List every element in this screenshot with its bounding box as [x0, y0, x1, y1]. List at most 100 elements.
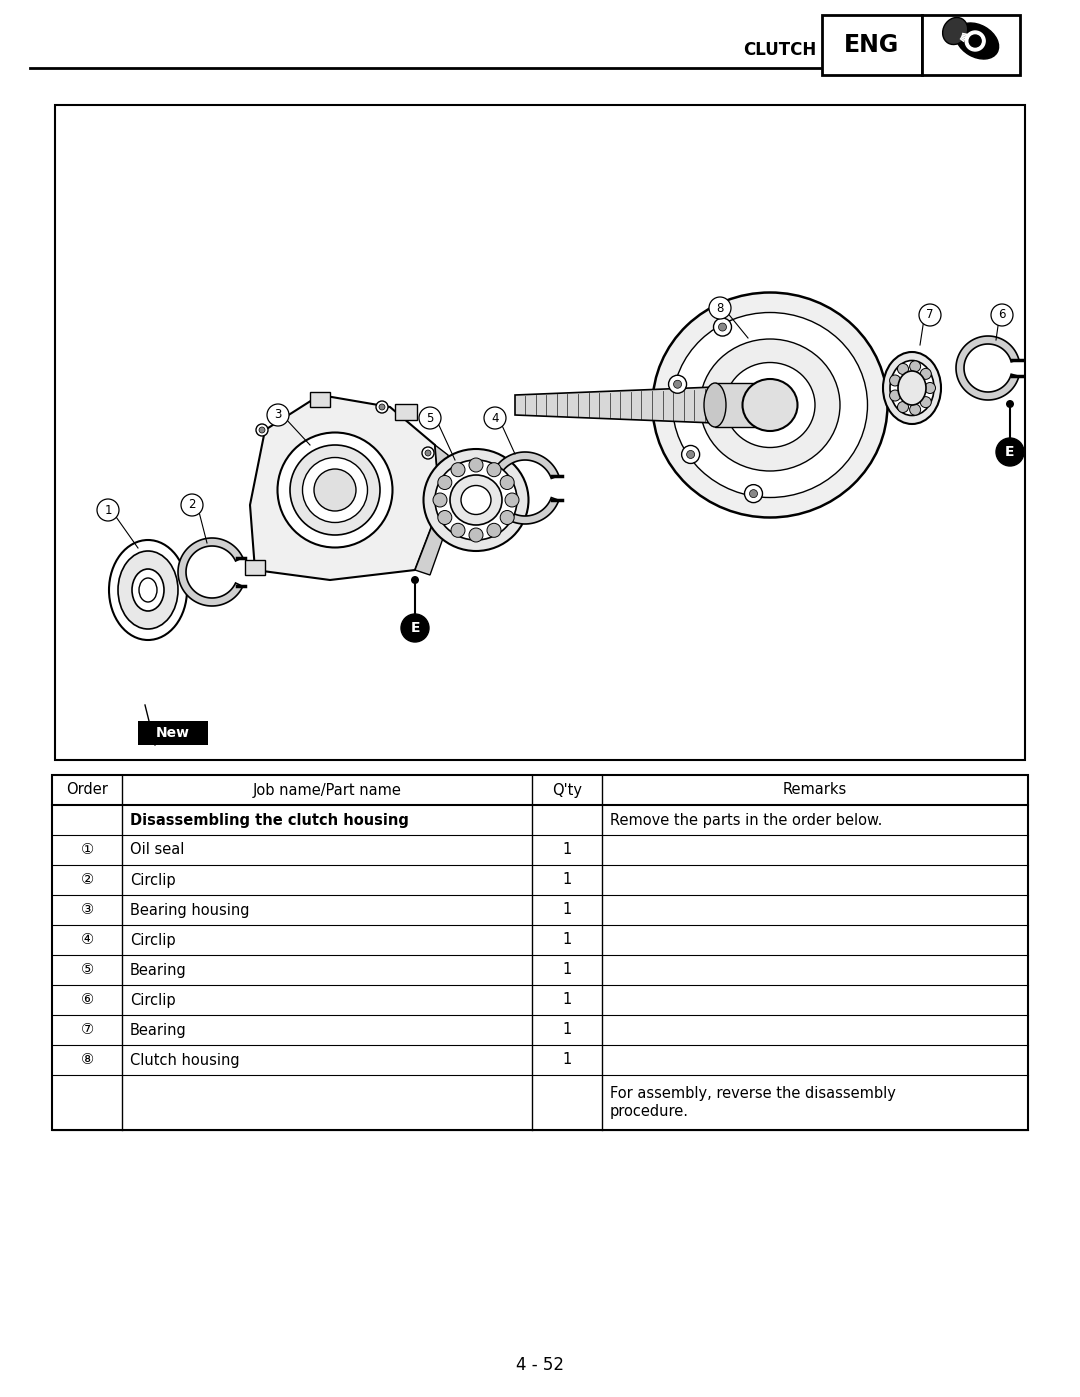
Text: 4 - 52: 4 - 52 [516, 1356, 564, 1375]
Circle shape [1005, 400, 1014, 408]
Text: procedure.: procedure. [610, 1105, 689, 1119]
Text: Clutch housing: Clutch housing [130, 1052, 240, 1067]
Text: 1: 1 [563, 992, 571, 1007]
Circle shape [484, 407, 507, 429]
Text: 1: 1 [563, 873, 571, 887]
Ellipse shape [700, 339, 840, 471]
Text: ⑦: ⑦ [80, 1023, 94, 1038]
Ellipse shape [956, 22, 999, 59]
Ellipse shape [673, 313, 867, 497]
Circle shape [718, 323, 727, 331]
Circle shape [919, 305, 941, 326]
Text: 1: 1 [563, 1023, 571, 1038]
Text: Q'ty: Q'ty [552, 782, 582, 798]
Text: 1: 1 [563, 1052, 571, 1067]
Ellipse shape [890, 360, 934, 415]
Text: 7: 7 [927, 309, 934, 321]
Circle shape [259, 427, 265, 433]
Ellipse shape [291, 446, 380, 535]
Circle shape [669, 376, 687, 393]
Circle shape [991, 305, 1013, 326]
Text: Circlip: Circlip [130, 933, 176, 947]
Ellipse shape [943, 18, 968, 45]
Text: 3: 3 [274, 408, 282, 422]
Circle shape [909, 404, 920, 415]
Text: 1: 1 [563, 963, 571, 978]
Text: ⑥: ⑥ [80, 992, 94, 1007]
Ellipse shape [883, 352, 941, 425]
Text: E: E [1005, 446, 1015, 460]
Text: Remove the parts in the order below.: Remove the parts in the order below. [610, 813, 882, 827]
Circle shape [97, 499, 119, 521]
Ellipse shape [704, 383, 726, 427]
Text: Bearing: Bearing [130, 1023, 187, 1038]
Text: 8: 8 [716, 302, 724, 314]
Ellipse shape [435, 460, 517, 541]
Polygon shape [178, 538, 243, 606]
Text: Job name/Part name: Job name/Part name [253, 782, 402, 798]
Ellipse shape [278, 433, 392, 548]
Circle shape [411, 576, 419, 584]
Text: E: E [410, 622, 420, 636]
Circle shape [500, 475, 514, 489]
Ellipse shape [461, 486, 491, 514]
Text: Disassembling the clutch housing: Disassembling the clutch housing [130, 813, 409, 827]
Circle shape [897, 363, 908, 374]
Text: ⑤: ⑤ [80, 963, 94, 978]
Polygon shape [515, 387, 715, 423]
Circle shape [422, 447, 434, 460]
Text: 2: 2 [188, 499, 195, 511]
Ellipse shape [450, 475, 502, 525]
Polygon shape [489, 453, 558, 524]
Text: ⑧: ⑧ [80, 1052, 94, 1067]
Bar [715, 383, 765, 427]
Bar [822, 15, 922, 75]
Circle shape [487, 524, 501, 538]
Text: 1: 1 [105, 503, 111, 517]
Ellipse shape [652, 292, 888, 517]
Text: Circlip: Circlip [130, 873, 176, 887]
Circle shape [920, 369, 931, 380]
Text: 1: 1 [563, 842, 571, 858]
Circle shape [674, 380, 681, 388]
Circle shape [267, 404, 289, 426]
Text: 6: 6 [998, 309, 1005, 321]
Circle shape [437, 475, 451, 489]
Circle shape [256, 425, 268, 436]
Text: Remarks: Remarks [783, 782, 847, 798]
Circle shape [505, 493, 519, 507]
Text: Bearing housing: Bearing housing [130, 902, 249, 918]
Text: ①: ① [80, 842, 94, 858]
Ellipse shape [302, 457, 367, 522]
Circle shape [487, 462, 501, 476]
Text: Oil seal: Oil seal [130, 842, 185, 858]
Circle shape [966, 31, 985, 52]
Circle shape [744, 485, 762, 503]
Circle shape [181, 495, 203, 515]
Text: 4: 4 [491, 412, 499, 425]
Circle shape [419, 407, 441, 429]
Bar [245, 560, 265, 576]
Text: 1: 1 [563, 933, 571, 947]
Circle shape [451, 524, 465, 538]
Circle shape [969, 35, 981, 47]
Text: Order: Order [66, 782, 108, 798]
Circle shape [714, 319, 731, 337]
Bar [922, 15, 1020, 75]
Circle shape [890, 390, 901, 401]
Text: Circlip: Circlip [130, 992, 176, 1007]
Text: CLUTCH: CLUTCH [743, 41, 816, 59]
Text: 5: 5 [427, 412, 434, 425]
Ellipse shape [139, 578, 157, 602]
Circle shape [376, 401, 388, 414]
Ellipse shape [423, 448, 528, 550]
Circle shape [920, 397, 931, 408]
Ellipse shape [118, 550, 178, 629]
Circle shape [996, 439, 1024, 467]
Ellipse shape [109, 541, 187, 640]
Ellipse shape [897, 372, 926, 405]
Circle shape [924, 383, 935, 394]
Ellipse shape [132, 569, 164, 610]
Polygon shape [956, 337, 1018, 400]
Text: ③: ③ [80, 902, 94, 918]
